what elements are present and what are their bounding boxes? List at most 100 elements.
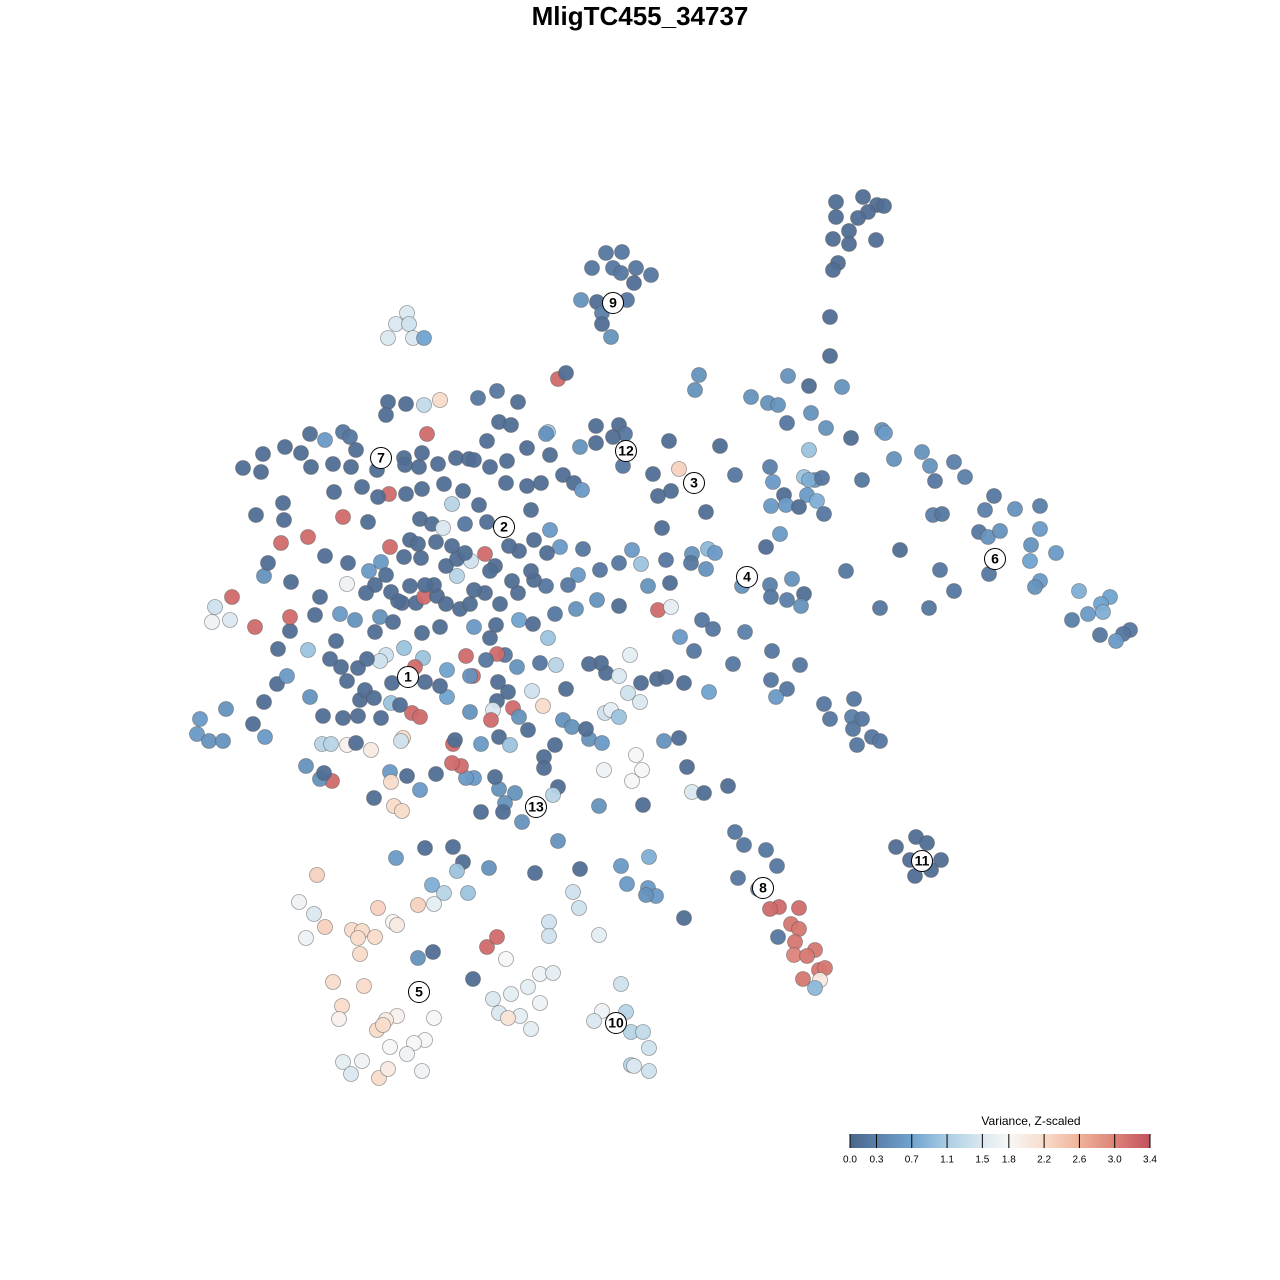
point: [779, 681, 795, 697]
point: [375, 1017, 391, 1033]
point: [914, 444, 930, 460]
point: [511, 612, 527, 628]
point: [1032, 498, 1048, 514]
point: [541, 928, 557, 944]
point: [309, 867, 325, 883]
cluster-label: 7: [377, 450, 385, 466]
point: [643, 267, 659, 283]
point: [743, 389, 759, 405]
point: [1032, 521, 1048, 537]
point: [339, 576, 355, 592]
point: [854, 711, 870, 727]
cluster-badge: [752, 877, 774, 899]
point: [596, 762, 612, 778]
point: [466, 582, 482, 598]
point: [1007, 501, 1023, 517]
point: [520, 722, 536, 738]
point: [444, 755, 460, 771]
point: [977, 502, 993, 518]
point: [303, 459, 319, 475]
point: [392, 697, 408, 713]
colorbar-tick-label: 0.0: [843, 1155, 857, 1166]
point: [584, 260, 600, 276]
point: [572, 439, 588, 455]
point: [626, 1058, 642, 1074]
cluster-label: 9: [609, 295, 617, 311]
cluster-label: 2: [500, 519, 508, 535]
point: [485, 991, 501, 1007]
point: [361, 563, 377, 579]
point: [845, 721, 861, 737]
point: [491, 729, 507, 745]
point: [921, 600, 937, 616]
point: [396, 640, 412, 656]
point: [253, 464, 269, 480]
point: [466, 619, 482, 635]
point: [589, 592, 605, 608]
point: [778, 497, 794, 513]
cluster-label: 3: [690, 475, 698, 491]
point: [413, 550, 429, 566]
point: [547, 737, 563, 753]
point: [373, 710, 389, 726]
point: [298, 758, 314, 774]
point: [628, 260, 644, 276]
point: [872, 733, 888, 749]
point: [273, 535, 289, 551]
point: [335, 1054, 351, 1070]
point: [932, 562, 948, 578]
point: [1071, 583, 1087, 599]
point: [477, 546, 493, 562]
chart-title: MligTC455_34737: [532, 1, 749, 31]
point: [366, 690, 382, 706]
point: [432, 678, 448, 694]
point: [270, 641, 286, 657]
point: [222, 612, 238, 628]
point: [560, 577, 576, 593]
point: [514, 814, 530, 830]
point: [501, 538, 517, 554]
point: [277, 439, 293, 455]
point: [594, 316, 610, 332]
point: [473, 804, 489, 820]
point: [482, 630, 498, 646]
point: [257, 729, 273, 745]
point: [572, 861, 588, 877]
point: [520, 979, 536, 995]
point: [591, 798, 607, 814]
cluster-badge: [397, 666, 419, 688]
point: [482, 459, 498, 475]
point: [841, 236, 857, 252]
point: [436, 476, 452, 492]
point: [1095, 604, 1111, 620]
point: [701, 684, 717, 700]
point: [564, 719, 580, 735]
point: [762, 459, 778, 475]
point: [633, 675, 649, 691]
point: [291, 894, 307, 910]
point: [632, 694, 648, 710]
point: [922, 458, 938, 474]
point: [282, 609, 298, 625]
point: [436, 885, 452, 901]
colorbar-tick-label: 0.7: [905, 1155, 919, 1166]
point: [598, 245, 614, 261]
point: [730, 870, 746, 886]
point: [359, 651, 375, 667]
point: [397, 457, 413, 473]
point: [545, 965, 561, 981]
point: [347, 612, 363, 628]
point: [578, 721, 594, 737]
point: [779, 592, 795, 608]
cluster-badge: [493, 516, 515, 538]
point: [624, 773, 640, 789]
point: [470, 390, 486, 406]
point: [825, 231, 841, 247]
cluster-badge: [602, 292, 624, 314]
colorbar-bar: [850, 1134, 1150, 1148]
point: [825, 262, 841, 278]
point: [541, 914, 557, 930]
point: [622, 647, 638, 663]
point: [591, 927, 607, 943]
point: [834, 379, 850, 395]
